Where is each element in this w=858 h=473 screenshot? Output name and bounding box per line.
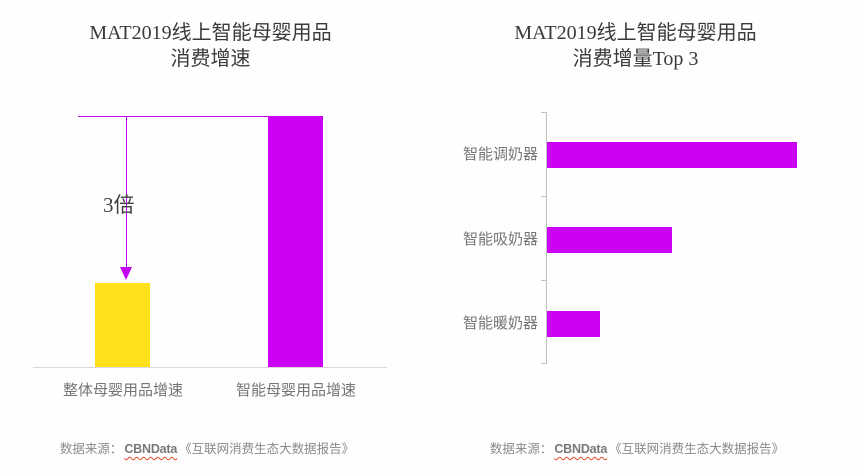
- data-source-footer-left: 数据来源： CBNData 《互联网消费生态大数据报告》: [0, 441, 414, 457]
- axis-tick: [541, 196, 546, 197]
- right-chart-top3-panel: MAT2019线上智能母婴用品 消费增量Top 3 智能调奶器 智能吸奶器 智能…: [429, 0, 858, 473]
- data-source-footer-right: 数据来源： CBNData 《互联网消费生态大数据报告》: [429, 441, 845, 457]
- bar-overall-baby-products-growth: [95, 283, 150, 367]
- source-report-title: 《互联网消费生态大数据报告》: [609, 442, 785, 456]
- source-prefix: 数据来源：: [489, 442, 553, 456]
- source-report-title: 《互联网消费生态大数据报告》: [179, 442, 355, 456]
- arrow-down-icon: [120, 267, 132, 280]
- bar-smart-milk-mixer: [547, 142, 797, 168]
- annotation-3x-label: 3倍: [103, 193, 135, 217]
- left-chart-title: MAT2019线上智能母婴用品 消费增速: [0, 20, 425, 72]
- axis-tick: [541, 112, 546, 113]
- source-prefix: 数据来源：: [59, 442, 123, 456]
- category-label-overall-growth: 整体母婴用品增速: [62, 382, 183, 399]
- category-label-breast-pump: 智能吸奶器: [462, 231, 538, 248]
- right-chart-title: MAT2019线上智能母婴用品 消费增量Top 3: [421, 20, 850, 72]
- axis-tick: [541, 280, 546, 281]
- source-brand-cbndata: CBNData: [124, 442, 178, 456]
- category-label-milk-mixer: 智能调奶器: [462, 146, 538, 163]
- category-label-smart-growth: 智能母婴用品增速: [235, 382, 356, 399]
- source-brand-cbndata: CBNData: [554, 442, 608, 456]
- axis-tick: [541, 363, 546, 364]
- right-chart-title-line1: MAT2019线上智能母婴用品: [514, 22, 757, 44]
- bar-smart-breast-pump: [547, 227, 672, 253]
- bar-smart-milk-warmer: [547, 311, 600, 337]
- annotation-reference-line: [78, 116, 268, 117]
- left-chart-growth-rate-panel: MAT2019线上智能母婴用品 消费增速 3倍 整体母婴用品增速 智能母婴用品增…: [0, 20, 425, 457]
- left-chart-title-line1: MAT2019线上智能母婴用品: [89, 22, 332, 44]
- category-label-milk-warmer: 智能暖奶器: [462, 315, 538, 332]
- annotation-arrow-shaft: [126, 116, 127, 268]
- left-chart-title-line2: 消费增速: [170, 48, 251, 70]
- bar-smart-baby-products-growth: [268, 116, 323, 367]
- x-axis-line: [33, 367, 387, 368]
- right-chart-title-line2: 消费增量Top 3: [572, 48, 699, 70]
- y-axis-line: [546, 112, 547, 364]
